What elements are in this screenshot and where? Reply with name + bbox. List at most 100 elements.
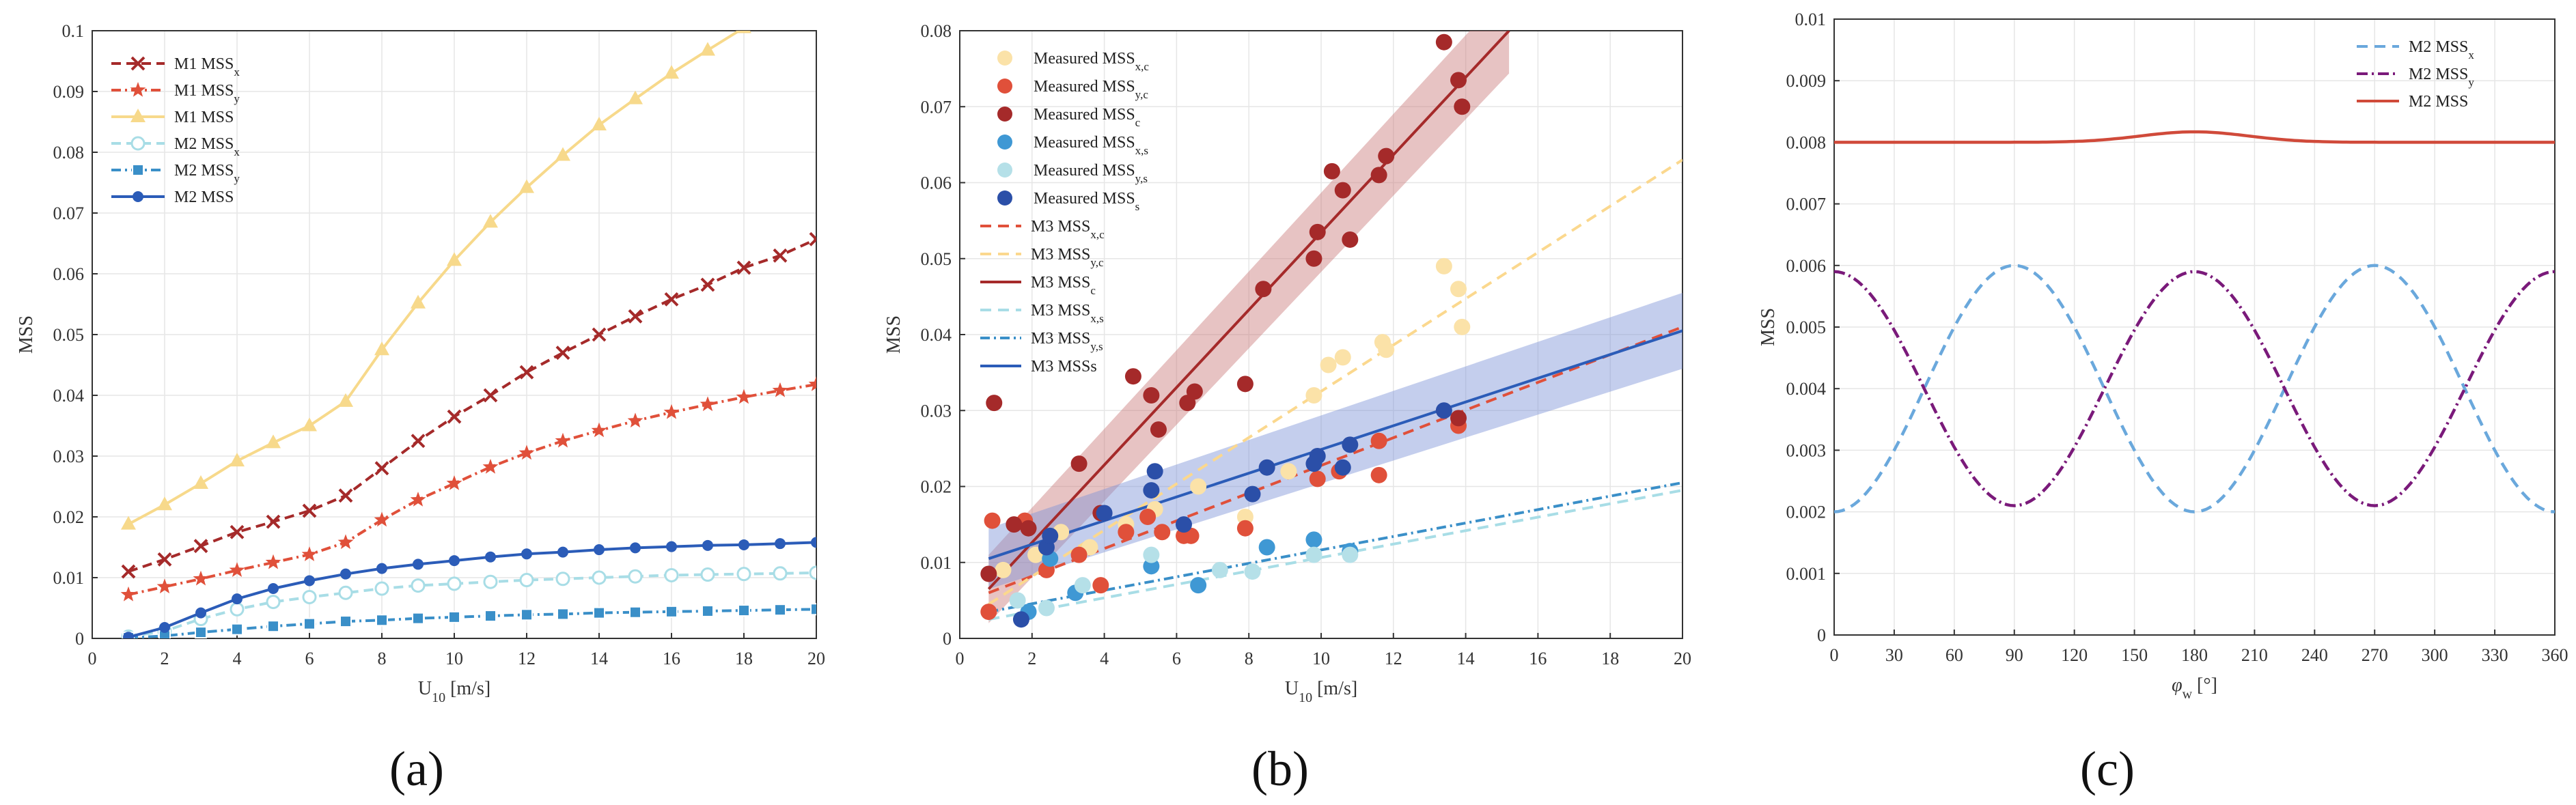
y-tick-label: 0.001 <box>1786 564 1827 584</box>
data-point <box>592 116 607 130</box>
data-point <box>592 327 607 342</box>
y-tick-label: 0.08 <box>921 21 952 41</box>
y-tick-label: 0 <box>943 629 952 649</box>
data-point <box>1190 478 1207 495</box>
x-tick-label: 330 <box>2482 645 2508 665</box>
legend-entry: M2 MSSy <box>111 162 240 185</box>
y-tick-label: 0.08 <box>53 143 85 163</box>
data-point <box>446 475 462 490</box>
legend-entry: M3 MSSc <box>980 274 1096 297</box>
legend: Measured MSSx,c Measured MSSy,c Measured M… <box>980 50 1149 376</box>
series-line <box>1833 264 2556 513</box>
data-point <box>301 546 318 561</box>
data-point <box>772 382 788 397</box>
y-axis-label: MSS <box>16 315 37 354</box>
x-tick-label: 14 <box>1457 649 1475 668</box>
series-m1-mss-y <box>120 376 816 602</box>
legend-entry: M1 MSSy <box>111 82 240 105</box>
series-line <box>1833 270 2556 507</box>
data-point <box>811 537 816 548</box>
legend: M2 MSSx M2 MSSy M2 MSS <box>2357 38 2474 111</box>
data-point <box>1143 482 1160 499</box>
x-tick-label: 4 <box>1100 649 1109 668</box>
data-point <box>130 82 146 97</box>
data-point <box>663 404 680 419</box>
data-point <box>374 461 389 476</box>
data-point <box>267 620 279 633</box>
data-point <box>736 389 752 404</box>
fit-line <box>988 489 1682 621</box>
legend-label: M3 MSSy,c <box>1031 246 1104 269</box>
fit-line <box>988 158 1682 606</box>
x-tick-label: 6 <box>305 649 314 668</box>
series-layer <box>120 31 816 638</box>
data-point <box>265 554 281 569</box>
data-point <box>591 422 607 438</box>
legend-label: Measured MSSy,c <box>1034 78 1148 101</box>
data-point <box>1334 182 1351 199</box>
data-point <box>518 444 535 460</box>
x-tick-label: 18 <box>1601 649 1619 668</box>
data-point <box>1012 611 1029 628</box>
data-point <box>555 147 570 161</box>
data-point <box>266 434 281 449</box>
data-point <box>1280 463 1297 480</box>
series-line <box>128 238 816 573</box>
data-point <box>738 539 749 550</box>
data-point <box>594 544 605 556</box>
x-tick-label: 4 <box>233 649 242 668</box>
data-point <box>376 614 388 627</box>
data-point <box>1074 577 1091 594</box>
legend-entry: M1 MSS <box>111 109 234 126</box>
data-point <box>302 503 317 518</box>
data-point <box>1309 448 1326 464</box>
x-tick-label: 0 <box>956 649 965 668</box>
data-point <box>1323 163 1340 180</box>
y-tick-label: 0.05 <box>53 325 85 345</box>
data-point <box>630 542 641 554</box>
x-tick-label: 16 <box>1529 649 1547 668</box>
data-point <box>736 567 751 582</box>
x-tick-label: 360 <box>2542 645 2568 665</box>
legend-label: M2 MSSx <box>174 135 240 158</box>
y-tick-label: 0.06 <box>53 264 85 284</box>
panel-a-chart: 0 2 4 6 8 10 12 14 16 18 20 0 0.01 0.02 0.03 0.04 0.05 0.… <box>16 21 825 705</box>
data-point <box>628 90 643 104</box>
y-tick-label: 0.006 <box>1786 256 1827 276</box>
panel-b-label: (b) <box>1251 742 1309 796</box>
scatter-series <box>980 33 1471 582</box>
legend-label: M2 MSSy <box>174 162 240 185</box>
data-point <box>1378 147 1395 165</box>
data-point <box>230 524 245 539</box>
legend-entry: M2 MSSx <box>111 135 240 158</box>
data-point <box>1006 516 1023 533</box>
data-point <box>1190 577 1207 594</box>
y-tick-label: 0.005 <box>1786 317 1827 337</box>
legend-entry: M3 MSSx,s <box>980 302 1104 325</box>
data-point <box>1186 383 1203 400</box>
series-m1-mss <box>121 31 751 530</box>
y-tick-label: 0.01 <box>53 568 85 588</box>
legend-entry: Measured MSSy,c <box>997 78 1148 101</box>
data-point <box>1255 281 1272 298</box>
x-tick-label: 6 <box>1172 649 1181 668</box>
data-point <box>1450 410 1467 427</box>
data-point <box>483 214 498 228</box>
data-point <box>374 511 390 527</box>
legend-label: Measured MSSc <box>1034 106 1141 129</box>
data-point <box>1146 463 1163 480</box>
data-point <box>374 341 389 356</box>
series-line <box>128 608 816 638</box>
data-point <box>413 559 424 570</box>
data-point <box>374 581 389 596</box>
data-point <box>337 534 354 550</box>
panel-b-chart: 0 2 4 6 8 10 12 14 16 18 20 0 0.01 0.02 0.03 0.04 0.05 0.… <box>883 21 1691 705</box>
data-point <box>1370 432 1387 449</box>
data-point <box>1236 376 1254 393</box>
data-point <box>447 576 462 591</box>
data-point <box>1236 520 1254 537</box>
y-tick-label: 0.03 <box>921 401 952 421</box>
data-point <box>1042 527 1059 544</box>
legend-entry: M3 MSSy,c <box>980 246 1104 269</box>
legend-label: Measured MSSy,s <box>1034 162 1148 185</box>
